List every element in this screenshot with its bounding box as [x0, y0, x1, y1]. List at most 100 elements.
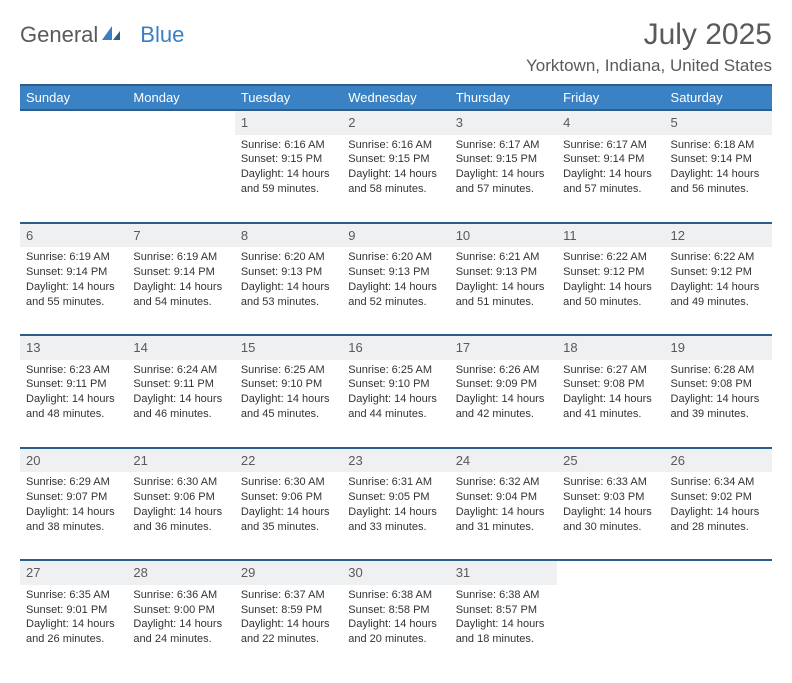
day-detail-cell: Sunrise: 6:16 AMSunset: 9:15 PMDaylight:…	[342, 135, 449, 223]
daynum-row: 13141516171819	[20, 335, 772, 360]
sunset-text: Sunset: 9:14 PM	[671, 152, 766, 167]
day-detail-cell: Sunrise: 6:36 AMSunset: 9:00 PMDaylight:…	[127, 585, 234, 673]
daylight-text: Daylight: 14 hours and 31 minutes.	[456, 505, 551, 535]
daylight-text: Daylight: 14 hours and 44 minutes.	[348, 392, 443, 422]
detail-row: Sunrise: 6:19 AMSunset: 9:14 PM Daylight:…	[20, 247, 772, 335]
sunrise-text: Sunrise: 6:20 AM	[348, 250, 443, 265]
day-number-cell: 8	[235, 223, 342, 248]
sunset-text: Sunset: 9:10 PM	[241, 377, 336, 392]
sunset-text: Sunset: 9:15 PM	[348, 152, 443, 167]
day-detail-cell: Sunrise: 6:29 AMSunset: 9:07 PMDaylight:…	[20, 472, 127, 560]
sunset-text: Sunset: 9:13 PM	[241, 265, 336, 280]
daylight-text: Daylight: 14 hours and 57 minutes.	[456, 167, 551, 197]
day-number-cell: 17	[450, 335, 557, 360]
sunrise-text: Sunrise: 6:37 AM	[241, 588, 336, 603]
sunrise-text: Sunrise: 6:31 AM	[348, 475, 443, 490]
day-detail-cell: Sunrise: 6:30 AMSunset: 9:06 PMDaylight:…	[235, 472, 342, 560]
daylight-text: Daylight: 14 hours and 41 minutes.	[563, 392, 658, 422]
sunset-text: Sunset: 8:57 PM	[456, 603, 551, 618]
sunrise-text: Sunrise: 6:19 AM	[133, 250, 228, 265]
day-number-cell: 10	[450, 223, 557, 248]
sunrise-text: Sunrise: 6:38 AM	[456, 588, 551, 603]
sunset-text: Sunset: 9:11 PM	[26, 377, 121, 392]
sunrise-text: Sunrise: 6:30 AM	[241, 475, 336, 490]
sunset-text: Sunset: 9:11 PM	[133, 377, 228, 392]
location-subtitle: Yorktown, Indiana, United States	[526, 56, 772, 76]
daylight-text: Daylight: 14 hours and 42 minutes.	[456, 392, 551, 422]
sunset-text: Sunset: 9:06 PM	[241, 490, 336, 505]
sunrise-text: Sunrise: 6:25 AM	[348, 363, 443, 378]
day-detail-cell: Sunrise: 6:25 AMSunset: 9:10 PMDaylight:…	[235, 360, 342, 448]
day-number-cell: 19	[665, 335, 772, 360]
daylight-text: Daylight: 14 hours and 56 minutes.	[671, 167, 766, 197]
day-number-cell: 1	[235, 110, 342, 135]
daylight-text: Daylight: 14 hours and 55 minutes.	[26, 280, 121, 310]
day-detail-cell: Sunrise: 6:27 AMSunset: 9:08 PMDaylight:…	[557, 360, 664, 448]
sunset-text: Sunset: 9:08 PM	[671, 377, 766, 392]
daylight-text: Daylight: 14 hours and 33 minutes.	[348, 505, 443, 535]
sunrise-text: Sunrise: 6:25 AM	[241, 363, 336, 378]
day-detail-cell: Sunrise: 6:32 AMSunset: 9:04 PMDaylight:…	[450, 472, 557, 560]
detail-row: Sunrise: 6:35 AMSunset: 9:01 PMDaylight:…	[20, 585, 772, 673]
calendar-table: Sunday Monday Tuesday Wednesday Thursday…	[20, 84, 772, 673]
logo: General Blue	[20, 22, 184, 48]
sunset-text: Sunset: 9:13 PM	[456, 265, 551, 280]
day-detail-cell: Sunrise: 6:35 AMSunset: 9:01 PMDaylight:…	[20, 585, 127, 673]
sunrise-text: Sunrise: 6:22 AM	[671, 250, 766, 265]
daylight-text: Daylight: 14 hours and 38 minutes.	[26, 505, 121, 535]
day-detail-cell: Sunrise: 6:20 AMSunset: 9:13 PMDaylight:…	[235, 247, 342, 335]
daylight-text: Daylight: 14 hours and 53 minutes.	[241, 280, 336, 310]
sunrise-text: Sunrise: 6:28 AM	[671, 363, 766, 378]
day-detail-cell: Sunrise: 6:24 AMSunset: 9:11 PMDaylight:…	[127, 360, 234, 448]
col-wednesday: Wednesday	[342, 85, 449, 110]
day-detail-cell: Sunrise: 6:28 AMSunset: 9:08 PMDaylight:…	[665, 360, 772, 448]
sunset-text: Sunset: 9:05 PM	[348, 490, 443, 505]
sunrise-text: Sunrise: 6:21 AM	[456, 250, 551, 265]
sunset-text: Sunset: 9:09 PM	[456, 377, 551, 392]
sunset-text: Sunset: 8:58 PM	[348, 603, 443, 618]
daylight-text: Daylight: 14 hours and 57 minutes.	[563, 167, 658, 197]
col-tuesday: Tuesday	[235, 85, 342, 110]
detail-row: Sunrise: 6:29 AMSunset: 9:07 PMDaylight:…	[20, 472, 772, 560]
day-detail-cell: Sunrise: 6:17 AMSunset: 9:15 PMDaylight:…	[450, 135, 557, 223]
day-detail-cell: Sunrise: 6:37 AMSunset: 8:59 PMDaylight:…	[235, 585, 342, 673]
day-number-cell: 28	[127, 560, 234, 585]
sunrise-text: Sunrise: 6:17 AM	[456, 138, 551, 153]
logo-text-general: General	[20, 22, 98, 48]
day-detail-cell: Sunrise: 6:22 AMSunset: 9:12 PMDaylight:…	[665, 247, 772, 335]
sunset-text: Sunset: 9:02 PM	[671, 490, 766, 505]
sunset-text: Sunset: 9:07 PM	[26, 490, 121, 505]
sail-icon	[100, 24, 122, 47]
sunrise-text: Sunrise: 6:26 AM	[456, 363, 551, 378]
day-detail-cell: Sunrise: 6:33 AMSunset: 9:03 PMDaylight:…	[557, 472, 664, 560]
sunrise-text: Sunrise: 6:18 AM	[671, 138, 766, 153]
daylight-text: Daylight: 14 hours and 28 minutes.	[671, 505, 766, 535]
sunset-text: Sunset: 9:14 PM	[133, 265, 228, 280]
daylight-text: Daylight: 14 hours and 22 minutes.	[241, 617, 336, 647]
daylight-text: Daylight: 14 hours and 59 minutes.	[241, 167, 336, 197]
day-detail-cell: Sunrise: 6:38 AMSunset: 8:57 PMDaylight:…	[450, 585, 557, 673]
day-number-cell: 26	[665, 448, 772, 473]
sunrise-text: Sunrise: 6:16 AM	[348, 138, 443, 153]
day-number-cell: 29	[235, 560, 342, 585]
daylight-text: Daylight: 14 hours and 18 minutes.	[456, 617, 551, 647]
day-number-cell: 12	[665, 223, 772, 248]
day-number-cell: 6	[20, 223, 127, 248]
sunset-text: Sunset: 9:10 PM	[348, 377, 443, 392]
daynum-row: 20212223242526	[20, 448, 772, 473]
col-thursday: Thursday	[450, 85, 557, 110]
daylight-text: Daylight: 14 hours and 24 minutes.	[133, 617, 228, 647]
sunrise-text: Sunrise: 6:33 AM	[563, 475, 658, 490]
col-monday: Monday	[127, 85, 234, 110]
title-block: July 2025 Yorktown, Indiana, United Stat…	[526, 18, 772, 76]
day-number-cell: 9	[342, 223, 449, 248]
day-detail-cell: Sunrise: 6:31 AMSunset: 9:05 PMDaylight:…	[342, 472, 449, 560]
daynum-row: 12345	[20, 110, 772, 135]
sunrise-text: Sunrise: 6:29 AM	[26, 475, 121, 490]
daylight-text: Daylight: 14 hours and 51 minutes.	[456, 280, 551, 310]
sunset-text: Sunset: 9:03 PM	[563, 490, 658, 505]
day-number-cell: 13	[20, 335, 127, 360]
day-detail-cell	[557, 585, 664, 673]
detail-row: Sunrise: 6:16 AMSunset: 9:15 PM Daylight:…	[20, 135, 772, 223]
day-number-cell	[557, 560, 664, 585]
